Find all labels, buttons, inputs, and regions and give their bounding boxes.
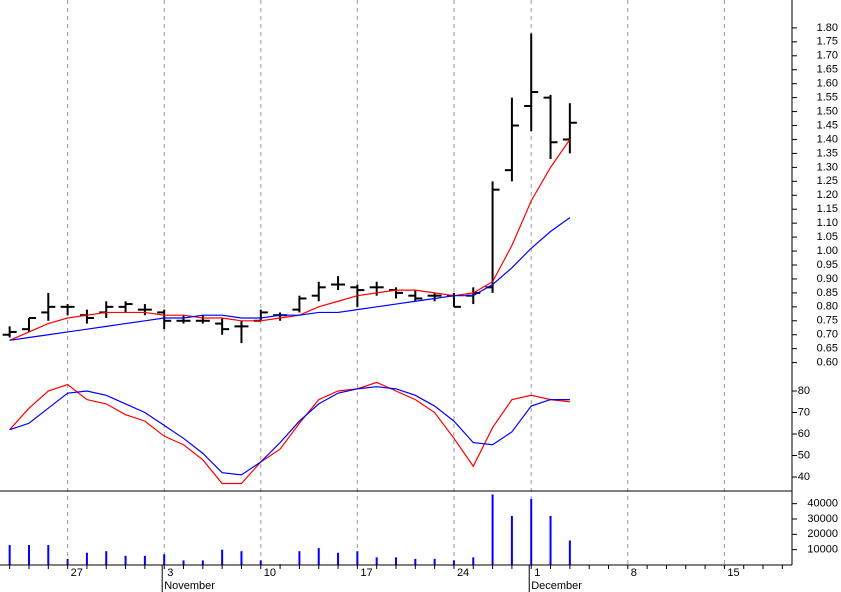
y-tick-label: 70 [798,406,810,418]
y-tick-label: 0.60 [817,357,838,369]
y-tick-label: 1.65 [817,64,838,76]
y-tick-label: 80 [798,385,810,397]
y-tick-label: 60 [798,428,810,440]
volume-bar [472,557,475,565]
volume-bar [182,560,185,565]
y-tick-label: 10000 [807,544,838,556]
x-tick-label: 3 [167,567,173,579]
y-tick-label: 1.30 [817,161,838,173]
y-tick-label: 1.05 [817,231,838,243]
x-tick-label: 17 [360,567,372,579]
line [9,386,570,476]
y-tick-label: 0.65 [817,343,838,355]
line [9,139,571,341]
volume-bar [124,555,127,565]
y-tick-label: 0.80 [817,301,838,313]
x-tick-label: 8 [631,567,637,579]
y-tick-label: 50 [798,449,810,461]
y-tick-label: 20000 [807,528,838,540]
volume-bar [317,548,320,565]
volume-bar [491,494,494,565]
x-tick-label: 27 [71,567,83,579]
y-tick-label: 0.95 [817,259,838,271]
volume-bar [356,551,359,565]
volume-bar [163,554,166,565]
volume-bar [85,552,88,565]
volume-bar [259,560,262,565]
volume-bar [240,551,243,565]
volume-bar [105,551,108,565]
y-tick-label: 0.75 [817,315,838,327]
volume-bar [47,545,50,565]
y-tick-label: 1.10 [817,217,838,229]
y-tick-label: 30000 [807,513,838,525]
y-tick-label: 1.20 [817,189,838,201]
volume-bar [395,557,397,565]
y-tick-label: 1.35 [817,147,838,159]
y-tick-label: 1.00 [817,245,838,257]
y-tick-label: 1.50 [817,105,838,117]
month-label: November [164,580,215,592]
volume-bar [221,549,224,565]
y-tick-label: 1.45 [817,119,838,131]
y-tick-label: 1.40 [817,133,838,145]
volume-bar [201,560,204,565]
x-tick-label: 1 [534,567,540,579]
volume-bar [414,558,417,565]
volume-bar [27,545,30,565]
x-tick-label: 10 [264,567,276,579]
y-tick-label: 1.15 [817,203,838,215]
x-tick-label: 24 [457,567,469,579]
line [9,381,570,485]
volume-bar [66,558,69,565]
volume-bar [568,540,571,565]
volume-bar [510,515,513,565]
volume-bar [143,555,146,565]
volume-bar [452,560,455,565]
y-tick-label: 40 [798,471,810,483]
y-tick-label: 1.80 [817,22,838,34]
volume-bar [375,557,378,565]
y-tick-label: 0.90 [817,273,838,285]
y-tick-label: 0.70 [817,329,838,341]
x-tick-label: 15 [727,567,739,579]
y-tick-label: 1.75 [817,36,838,48]
month-label: December [531,580,582,592]
y-tick-label: 40000 [807,498,838,510]
line [9,217,571,341]
y-tick-label: 0.85 [817,287,838,299]
y-tick-label: 1.60 [817,78,838,90]
volume-bar [298,551,301,565]
volume-bar [337,552,340,565]
y-tick-label: 1.70 [817,50,838,62]
y-tick-label: 1.25 [817,175,838,187]
y-tick-label: 1.55 [817,92,838,104]
volume-bar [8,545,11,565]
volume-bar [530,499,533,565]
volume-bar [433,558,436,565]
volume-bar [549,515,552,565]
